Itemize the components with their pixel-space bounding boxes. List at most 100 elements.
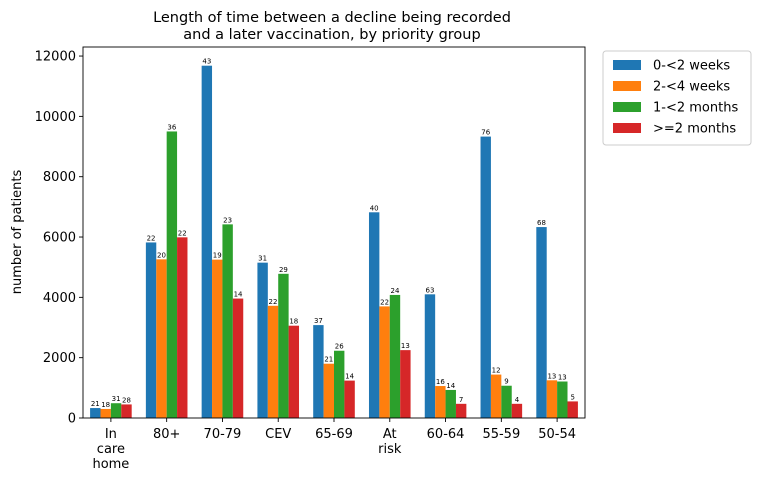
- x-tick-label: care: [97, 442, 125, 457]
- x-tick-label: 60-64: [427, 427, 465, 442]
- bar-value-label: 21: [91, 400, 100, 408]
- bar-value-label: 13: [401, 342, 410, 350]
- legend-swatch: [613, 81, 641, 91]
- legend-label: 2-<4 weeks: [653, 80, 730, 95]
- bar-value-label: 43: [202, 58, 211, 66]
- bar: [435, 386, 446, 418]
- x-tick-label: 70-79: [204, 427, 242, 442]
- legend-swatch: [613, 102, 641, 112]
- bar: [212, 259, 223, 418]
- bar: [313, 325, 324, 418]
- bar: [267, 305, 279, 418]
- bar: [278, 273, 289, 418]
- bar-value-label: 63: [425, 286, 434, 294]
- x-tick-label: 55-59: [482, 427, 520, 442]
- bar: [222, 224, 233, 418]
- bar: [389, 294, 401, 418]
- legend-label: 1-<2 months: [653, 101, 738, 116]
- x-tick-label: CEV: [265, 427, 291, 442]
- bar-value-label: 14: [234, 291, 243, 299]
- bar: [121, 404, 132, 418]
- bar: [368, 212, 380, 418]
- bar: [424, 294, 436, 418]
- bar: [201, 65, 213, 418]
- y-axis-label: number of patients: [10, 169, 25, 294]
- x-tick-label: 80+: [153, 427, 180, 442]
- bar-value-label: 13: [547, 372, 556, 380]
- bar-value-label: 76: [481, 129, 490, 137]
- x-tick-label: 50-54: [538, 427, 576, 442]
- bar: [445, 389, 456, 418]
- bar-value-label: 18: [101, 401, 110, 409]
- bar-value-label: 22: [380, 298, 389, 306]
- bar: [490, 374, 502, 418]
- bar-value-label: 5: [570, 393, 574, 401]
- bar: [511, 403, 523, 418]
- bar: [110, 403, 122, 418]
- bar-value-label: 12: [492, 367, 501, 375]
- bar-value-label: 16: [436, 378, 445, 386]
- y-tick-label: 0: [68, 412, 76, 427]
- bar: [90, 408, 101, 418]
- bar-value-label: 68: [537, 219, 546, 227]
- y-tick-label: 6000: [43, 231, 76, 246]
- bar-value-label: 23: [223, 216, 232, 224]
- bar: [156, 259, 167, 418]
- bar-value-label: 22: [269, 298, 278, 306]
- legend-label: 0-<2 weeks: [653, 59, 730, 74]
- bar: [480, 136, 491, 418]
- x-tick-label: In: [105, 427, 117, 442]
- chart-title-line-2: and a later vaccination, by priority gro…: [183, 27, 480, 43]
- bar: [557, 381, 568, 418]
- bar-value-label: 28: [122, 396, 131, 404]
- bar-value-label: 19: [213, 252, 222, 260]
- y-tick-label: 2000: [43, 351, 76, 366]
- bar: [323, 363, 334, 418]
- legend: 0-<2 weeks 2-<4 weeks 1-<2 months >=2 month…: [602, 50, 752, 146]
- bar: [536, 227, 547, 418]
- bar-value-label: 40: [370, 204, 379, 212]
- legend-label: >=2 months: [653, 122, 736, 137]
- bar-value-label: 14: [446, 382, 455, 390]
- bar-value-label: 4: [515, 396, 520, 404]
- bar: [334, 350, 345, 418]
- bar: [257, 262, 268, 418]
- bar-value-label: 22: [178, 229, 187, 237]
- x-tick-label: At: [383, 427, 397, 442]
- bar-value-label: 29: [279, 266, 288, 274]
- bar-value-label: 36: [167, 123, 176, 131]
- bar: [232, 298, 244, 418]
- x-tick-label: home: [92, 457, 129, 472]
- y-tick-label: 8000: [43, 170, 76, 185]
- legend-swatch: [613, 123, 641, 133]
- legend-box: [602, 50, 752, 146]
- bar: [145, 242, 157, 418]
- bar-value-label: 18: [289, 318, 298, 326]
- bar-value-label: 24: [391, 287, 400, 295]
- bar: [546, 380, 558, 418]
- chart-title-line-1: Length of time between a decline being r…: [153, 10, 511, 26]
- legend-swatch: [613, 60, 641, 70]
- bar-value-label: 14: [345, 373, 354, 381]
- bar-value-label: 31: [258, 255, 267, 263]
- bar: [288, 325, 300, 418]
- bar: [100, 408, 111, 418]
- bar-value-label: 13: [558, 374, 567, 382]
- bar: [501, 385, 512, 418]
- bar: [177, 237, 188, 418]
- x-tick-label: 65-69: [315, 427, 353, 442]
- chart-title: Length of time between a decline being r…: [153, 10, 511, 43]
- bar-value-label: 7: [459, 396, 463, 404]
- x-tick-label: risk: [378, 442, 402, 457]
- bar: [344, 380, 355, 418]
- bar: [455, 403, 467, 418]
- y-tick-label: 4000: [43, 291, 76, 306]
- bar-value-label: 21: [324, 356, 333, 364]
- bar: [400, 350, 411, 418]
- y-tick-label: 10000: [35, 110, 76, 125]
- bar-value-label: 20: [157, 251, 166, 259]
- bar-value-label: 22: [147, 234, 156, 242]
- bar-value-label: 26: [335, 343, 344, 351]
